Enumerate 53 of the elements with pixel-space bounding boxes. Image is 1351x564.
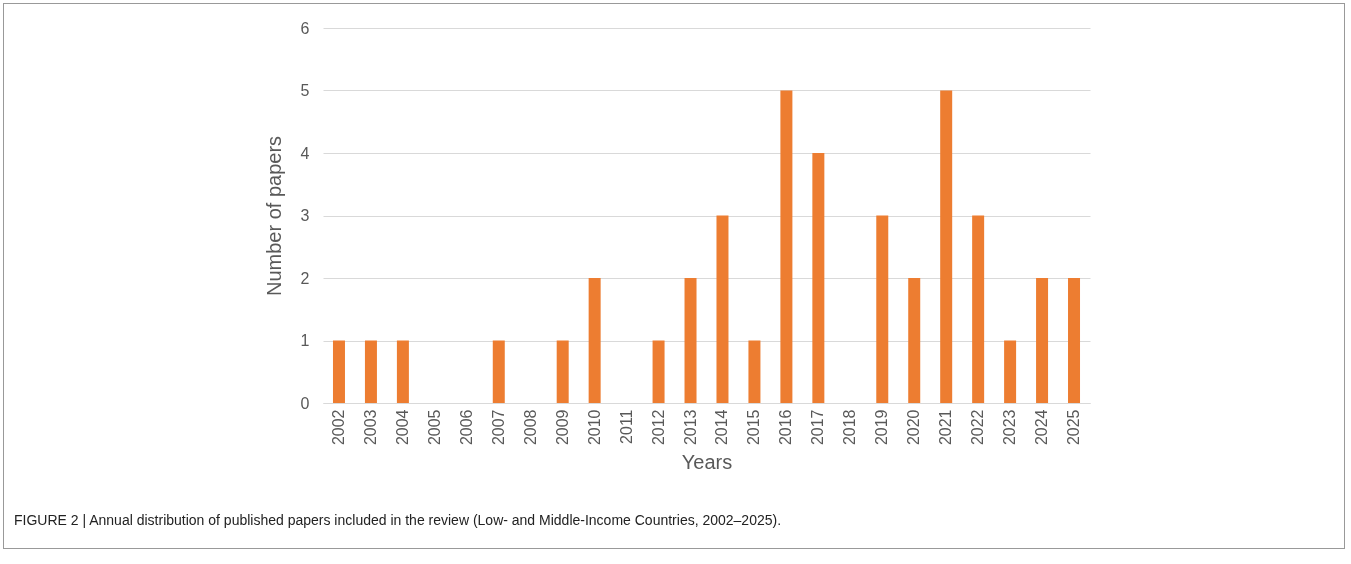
- x-tick-label: 2021: [937, 409, 955, 446]
- bar: [748, 340, 761, 403]
- bar: [332, 340, 345, 403]
- x-tick-label: 2020: [905, 409, 923, 446]
- bar: [780, 90, 793, 403]
- bar: [940, 90, 953, 403]
- x-tick-label: 2016: [777, 409, 795, 446]
- bar: [492, 340, 505, 403]
- x-tick-label: 2012: [649, 409, 667, 446]
- x-tick-label: 2024: [1033, 409, 1051, 446]
- x-tick-label: 2017: [809, 409, 827, 446]
- caption: FIGURE 2 | Annual distribution of published papers included in the review (Low- and Middle-Income Countries, 2002–2025).: [14, 512, 782, 528]
- x-tick-label: 2005: [425, 409, 443, 446]
- x-tick-label: 2023: [1001, 409, 1019, 446]
- bar: [1068, 278, 1081, 403]
- y-tick-label: 6: [300, 19, 310, 37]
- x-tick-label: 2006: [457, 409, 475, 446]
- y-tick-label: 2: [300, 269, 310, 287]
- x-tick-label: 2004: [393, 409, 411, 446]
- x-tick-label: 2025: [1065, 409, 1083, 446]
- bar: [684, 278, 697, 403]
- x-axis-title: Years: [681, 451, 733, 474]
- bar: [396, 340, 409, 403]
- bar: [1036, 278, 1049, 403]
- bar: [812, 153, 825, 403]
- x-tick-label: 2018: [841, 409, 859, 446]
- x-tick-label: 2015: [745, 409, 763, 446]
- bar: [652, 340, 665, 403]
- x-tick-label: 2003: [361, 409, 379, 446]
- y-axis-title: Number of papers: [262, 135, 285, 297]
- bar: [908, 278, 921, 403]
- x-tick-label: 2002: [329, 409, 347, 446]
- y-tick-label: 1: [300, 332, 310, 349]
- x-tick-label: 2010: [585, 409, 603, 446]
- x-tick-label: 2013: [681, 409, 699, 446]
- bar: [716, 215, 729, 403]
- x-tick-label: 2014: [713, 409, 731, 446]
- x-tick-label: 2011: [617, 409, 635, 444]
- bar: [1004, 340, 1017, 403]
- y-tick-label: 3: [300, 207, 310, 224]
- bar: [556, 340, 569, 403]
- x-tick-label: 2019: [873, 409, 891, 446]
- bar: [972, 215, 985, 403]
- x-tick-label: 2009: [553, 409, 571, 446]
- y-tick-label: 5: [300, 82, 310, 99]
- bar: [876, 215, 889, 403]
- x-tick-label: 2008: [521, 409, 539, 446]
- y-tick-label: 4: [300, 144, 310, 162]
- x-tick-label: 2022: [969, 409, 987, 446]
- bar: [588, 278, 601, 403]
- y-tick-label: 0: [300, 394, 310, 412]
- x-tick-label: 2007: [489, 409, 507, 446]
- bar: [364, 340, 377, 403]
